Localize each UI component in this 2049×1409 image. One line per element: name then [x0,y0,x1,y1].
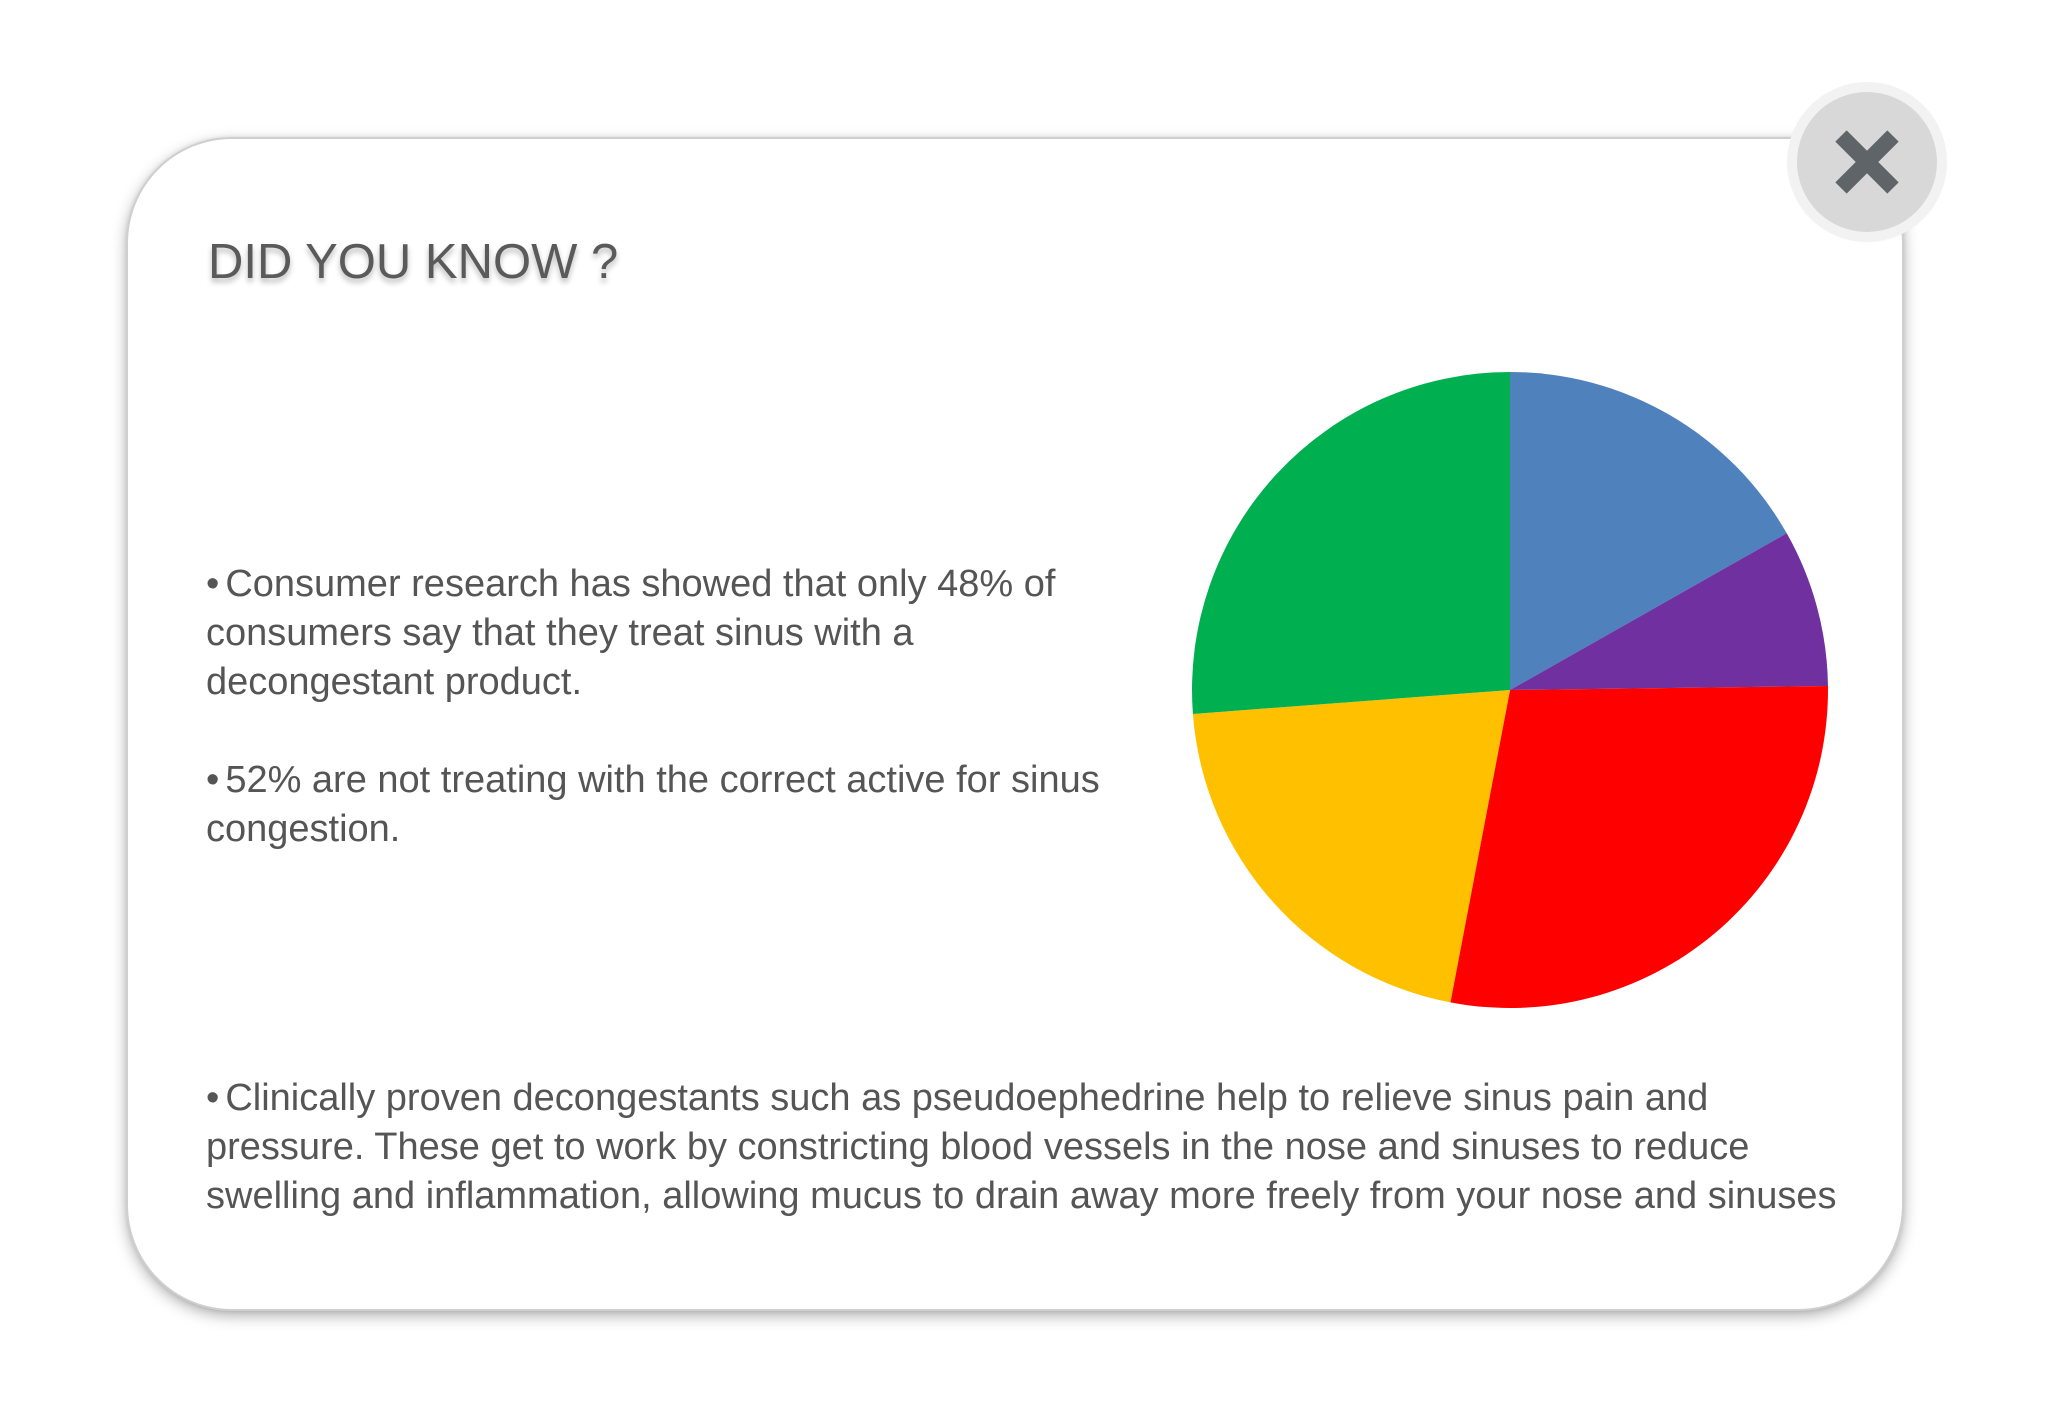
bullet: • [206,759,220,801]
fact-paragraph-3: • Clinically proven decongestants such as… [206,1074,1846,1221]
fact-text-1: Consumer research has showed that only 4… [206,563,1056,703]
bullet: • [206,563,220,605]
pie-chart [1191,372,1828,1009]
pie-slice-5 [1191,372,1510,714]
fact-paragraph-2: • 52% are not treating with the correct a… [206,756,1126,854]
fact-text-2: 52% are not treating with the correct ac… [206,759,1100,850]
pie-slice-2 [1510,533,1828,690]
pie-slice-1 [1510,372,1787,690]
close-button[interactable] [1797,92,1937,232]
pie-slice-4 [1192,690,1510,1003]
dialog-title: DID YOU KNOW ? [208,235,619,289]
pie-slice-3 [1450,686,1828,1009]
close-icon [1835,130,1899,194]
fact-paragraph-1: • Consumer research has showed that only … [206,560,1126,707]
fact-text-3: Clinically proven decongestants such as … [206,1077,1837,1217]
bullet: • [206,1077,220,1119]
